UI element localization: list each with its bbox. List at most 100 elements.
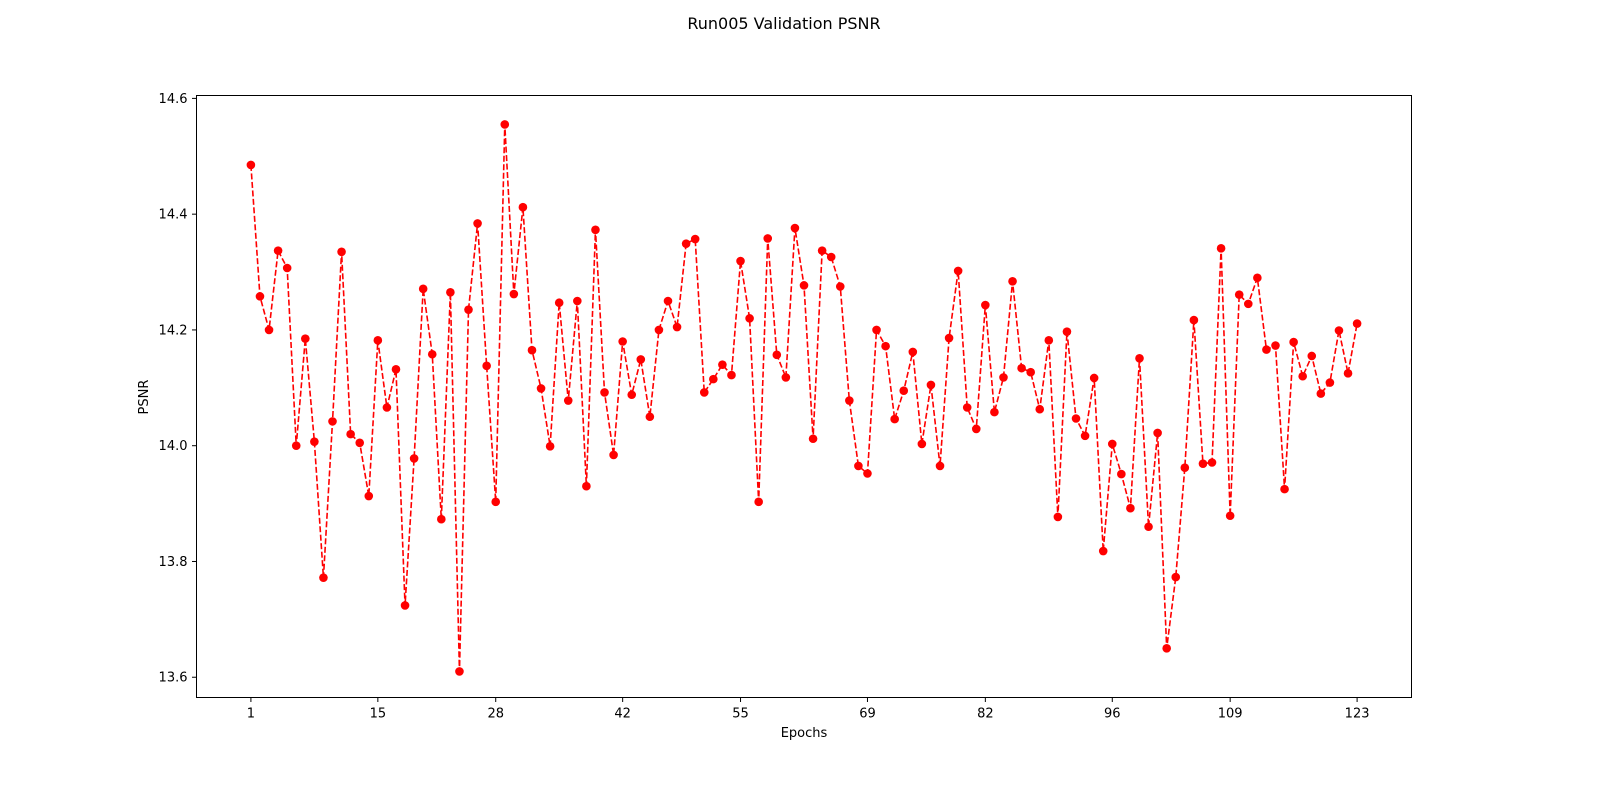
data-point (1026, 367, 1035, 377)
data-point (437, 514, 446, 524)
data-point (355, 438, 365, 448)
data-point (1162, 644, 1171, 653)
x-tick-label: 15 (370, 707, 387, 722)
data-point (944, 333, 954, 343)
data-point (709, 374, 718, 384)
data-point (745, 314, 754, 323)
data-point (609, 450, 618, 460)
plot-area-frame (196, 95, 1412, 698)
data-point (573, 296, 582, 306)
data-point (1135, 354, 1144, 363)
data-point (1216, 244, 1226, 253)
data-point (1207, 458, 1217, 467)
data-point (926, 380, 936, 390)
data-point (1343, 369, 1353, 378)
data-point (1298, 371, 1307, 381)
data-point (935, 461, 945, 471)
data-point (1243, 299, 1253, 309)
y-tick-label: 14.4 (159, 208, 188, 223)
data-point (391, 364, 401, 374)
chart-title: Run005 Validation PSNR (687, 14, 880, 33)
data-point (464, 305, 473, 314)
data-point (255, 292, 265, 301)
data-point (718, 360, 727, 369)
data-point (1144, 522, 1153, 532)
data-point (1071, 414, 1081, 423)
data-point (1289, 337, 1298, 347)
x-tick-label: 69 (859, 707, 876, 722)
data-point (273, 246, 283, 255)
x-tick-label: 96 (1104, 707, 1121, 722)
data-point (473, 219, 482, 228)
data-point (1334, 326, 1344, 335)
data-point (681, 239, 691, 248)
data-point (672, 322, 682, 332)
data-point (1234, 290, 1244, 299)
data-point (808, 434, 818, 444)
data-point (663, 296, 673, 306)
y-axis-ticks: 13.6 13.8 14.0 14.2 14.4 14.6 (159, 92, 197, 686)
data-point (763, 234, 773, 243)
data-point (636, 355, 646, 364)
data-point (1117, 469, 1126, 479)
data-point (881, 341, 890, 351)
data-point (727, 370, 736, 380)
data-point (899, 386, 909, 396)
data-point (781, 373, 791, 382)
data-point (863, 469, 872, 478)
data-point (1180, 463, 1190, 473)
data-point (990, 407, 999, 417)
data-point (400, 601, 410, 610)
data-point (790, 223, 800, 233)
x-tick-label: 42 (614, 707, 631, 722)
data-point (971, 424, 981, 434)
psnr-series-markers (246, 120, 1362, 676)
data-point (373, 336, 383, 345)
data-point (337, 247, 346, 257)
data-point (627, 390, 637, 400)
data-point (301, 334, 310, 343)
data-point (1271, 341, 1280, 350)
data-point (1253, 273, 1262, 283)
data-point (491, 497, 501, 507)
data-point (319, 573, 328, 582)
data-point (282, 263, 292, 273)
data-point (826, 252, 836, 262)
data-point (545, 441, 555, 451)
psnr-series-line (250, 124, 1358, 672)
data-point (618, 337, 627, 346)
data-point (1008, 277, 1017, 286)
x-tick-label: 55 (732, 707, 749, 722)
data-point (908, 347, 918, 357)
data-point (1352, 319, 1362, 328)
data-point (1153, 428, 1162, 438)
data-point (446, 288, 455, 297)
data-point (1044, 336, 1054, 345)
data-point (1035, 404, 1045, 414)
data-point (654, 325, 664, 335)
data-point (310, 437, 319, 446)
data-point (772, 350, 782, 360)
data-point (953, 266, 963, 276)
data-point (690, 234, 700, 244)
y-tick-label: 13.6 (159, 671, 188, 686)
x-tick-label: 1 (247, 707, 255, 722)
x-tick-label: 82 (977, 707, 994, 722)
data-point (1171, 572, 1181, 582)
data-point (482, 361, 491, 371)
data-point (754, 497, 763, 507)
data-point (600, 388, 609, 397)
data-point (1017, 363, 1026, 373)
data-point (1098, 546, 1108, 556)
data-point (1107, 439, 1117, 449)
data-point (1307, 351, 1317, 361)
data-point (872, 325, 881, 335)
x-axis-label: Epochs (781, 726, 828, 741)
data-point (328, 417, 337, 426)
data-point (1080, 431, 1090, 441)
data-point (455, 667, 464, 676)
data-point (536, 384, 546, 393)
data-point (527, 345, 537, 355)
data-point (854, 461, 863, 471)
